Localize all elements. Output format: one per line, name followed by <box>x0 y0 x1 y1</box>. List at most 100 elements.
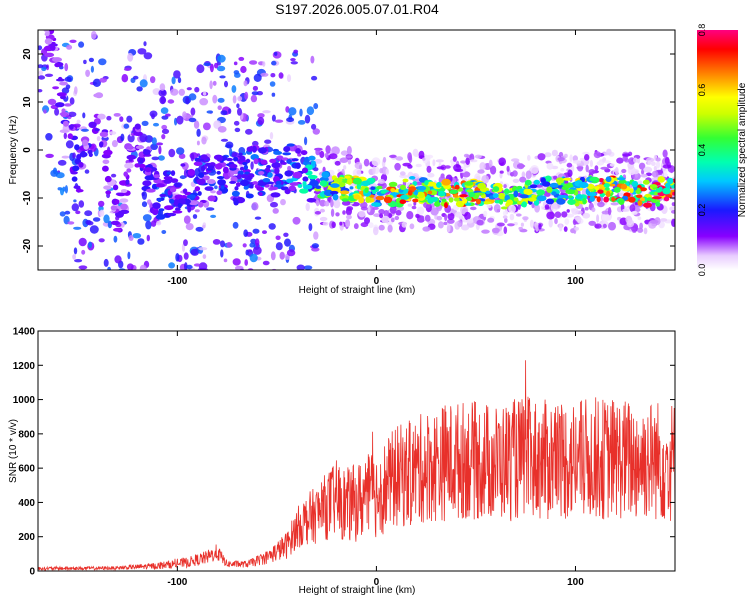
heatmap-blob <box>142 167 153 171</box>
colorbar-tick-label: 0.4 <box>697 144 707 157</box>
heatmap-blob <box>611 196 616 202</box>
heatmap-blob <box>503 190 513 194</box>
heatmap-blob <box>111 284 120 291</box>
top-y-tick-label: 0 <box>22 147 33 153</box>
heatmap-blob <box>244 259 248 266</box>
heatmap-blob <box>628 196 636 203</box>
heatmap-blob <box>164 205 174 211</box>
heatmap-blob <box>38 7 44 11</box>
heatmap-blob <box>127 133 135 143</box>
heatmap-blob <box>597 189 604 194</box>
heatmap-blob <box>390 217 395 223</box>
heatmap-blob <box>245 128 253 135</box>
heatmap-blob <box>229 180 237 184</box>
heatmap-blob <box>194 86 200 93</box>
heatmap-blob <box>74 259 83 263</box>
heatmap-blob <box>99 209 105 217</box>
heatmap-blob <box>402 162 412 167</box>
heatmap-blob <box>214 62 219 69</box>
heatmap-blob <box>96 136 101 142</box>
heatmap-blob <box>424 180 429 186</box>
heatmap-blob <box>179 175 186 180</box>
heatmap-blob <box>319 199 326 207</box>
heatmap-blob <box>564 153 568 158</box>
heatmap-blob <box>533 179 540 185</box>
heatmap-blob <box>187 206 192 213</box>
heatmap-blob <box>107 266 111 270</box>
heatmap-blob <box>199 290 208 296</box>
heatmap-blob <box>560 168 565 172</box>
heatmap-blob <box>331 221 336 228</box>
heatmap-blob <box>146 188 156 193</box>
heatmap-blob <box>671 218 675 227</box>
heatmap-blob <box>661 172 668 178</box>
heatmap-blob <box>197 294 201 298</box>
heatmap-blob <box>498 157 507 166</box>
heatmap-blob <box>200 165 206 172</box>
heatmap-blob <box>71 203 80 212</box>
heatmap-blob <box>274 51 278 56</box>
heatmap-blob <box>229 147 233 157</box>
heatmap-blob <box>662 187 671 195</box>
heatmap-blob <box>98 13 102 16</box>
heatmap-blob <box>597 201 605 208</box>
heatmap-blob <box>516 185 523 190</box>
heatmap-blob <box>168 148 176 158</box>
heatmap-blob <box>235 182 241 187</box>
heatmap-blob <box>567 199 576 206</box>
heatmap-blob <box>371 157 381 167</box>
heatmap-blob <box>493 204 501 213</box>
heatmap-blob <box>663 196 670 202</box>
heatmap-blob <box>274 167 280 175</box>
heatmap-blob <box>73 247 78 255</box>
heatmap-blob <box>603 183 610 188</box>
heatmap-blob <box>618 198 625 205</box>
heatmap-blob <box>128 235 134 241</box>
heatmap-blob <box>342 179 348 183</box>
heatmap-blob <box>513 197 519 202</box>
heatmap-blob <box>236 155 246 162</box>
heatmap-blob <box>170 170 176 177</box>
heatmap-blob <box>279 251 285 260</box>
heatmap-blob <box>270 169 275 173</box>
heatmap-blob <box>331 146 340 155</box>
heatmap-blob <box>54 108 60 116</box>
top-x-tick-label: 100 <box>567 276 584 287</box>
heatmap-blob <box>256 186 265 191</box>
heatmap-blob <box>267 172 273 178</box>
heatmap-blob <box>651 170 659 178</box>
heatmap-blob <box>112 184 119 191</box>
heatmap-blob <box>196 64 205 74</box>
heatmap-blob <box>566 209 570 213</box>
heatmap-blob <box>461 190 467 196</box>
heatmap-blob <box>297 120 306 125</box>
colorbar: 0.0 0.2 0.4 0.6 0.8 Normalized spectral ampl… <box>697 24 748 276</box>
heatmap-blob <box>209 80 213 90</box>
heatmap-blob <box>444 202 448 209</box>
heatmap-blob <box>324 152 329 159</box>
heatmap-blob <box>402 178 409 183</box>
heatmap-blob <box>230 293 236 297</box>
heatmap-blob <box>551 191 557 196</box>
heatmap-blob <box>170 88 179 96</box>
heatmap-blob <box>426 154 434 159</box>
heatmap-blob <box>155 183 165 188</box>
heatmap-blob <box>542 181 551 187</box>
heatmap-blob <box>145 220 152 230</box>
heatmap-blob <box>105 190 112 195</box>
heatmap-blob <box>411 205 417 210</box>
heatmap-blob <box>415 163 422 168</box>
heatmap-blob <box>114 255 122 264</box>
heatmap-blob <box>662 164 672 169</box>
heatmap-blob <box>452 194 459 198</box>
heatmap-blob <box>349 186 354 190</box>
heatmap-blob <box>308 155 316 161</box>
heatmap-blob <box>290 58 296 62</box>
heatmap-blob <box>373 226 379 236</box>
heatmap-blob <box>360 222 369 228</box>
heatmap-blob <box>275 180 282 185</box>
heatmap-blob <box>166 303 171 311</box>
heatmap-blob <box>385 168 390 175</box>
heatmap-blob <box>120 133 125 142</box>
